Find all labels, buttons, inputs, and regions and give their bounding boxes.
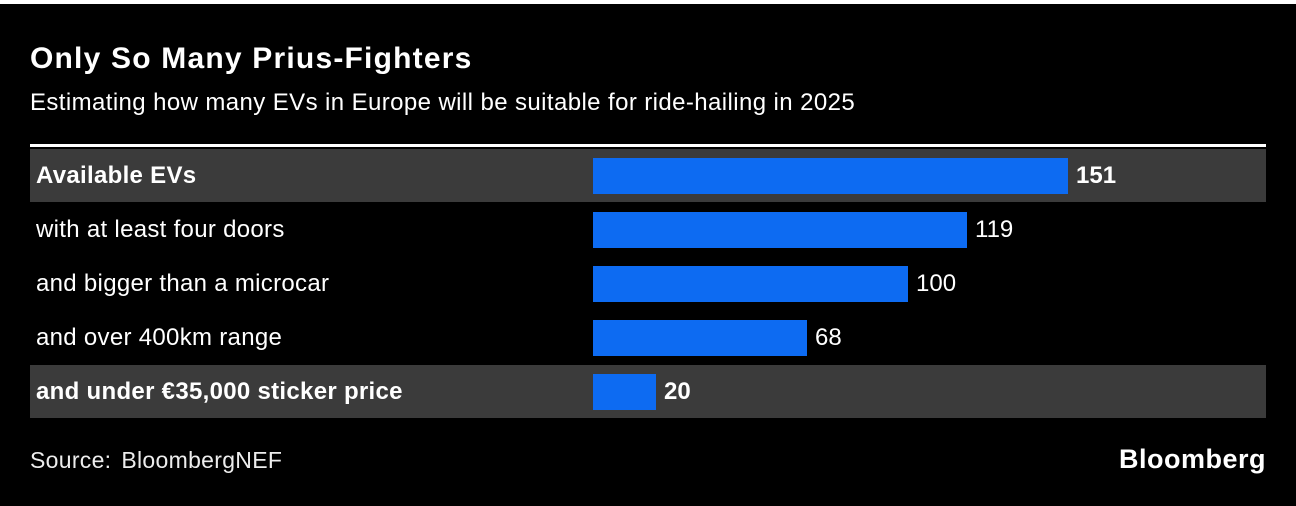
row-label: and over 400km range	[36, 323, 283, 351]
chart-row: Available EVs 151	[30, 149, 1266, 202]
chart-title: Only So Many Prius-Fighters	[30, 42, 473, 75]
value-label: 119	[975, 215, 1014, 243]
top-rule	[0, 0, 1296, 4]
chart-divider	[30, 144, 1266, 147]
chart-row: and under €35,000 sticker price 20	[30, 365, 1266, 418]
source-line: Source: BloombergNEF	[30, 447, 282, 474]
chart-rows: Available EVs 151 with at least four doors…	[30, 149, 1266, 418]
bar	[593, 265, 908, 302]
footer: Source: BloombergNEF Bloomberg	[0, 444, 1296, 475]
bar	[593, 211, 967, 248]
value-label: 20	[664, 377, 691, 405]
row-label: and under €35,000 sticker price	[36, 377, 403, 405]
chart-row: and over 400km range 68	[30, 311, 1266, 364]
value-label: 151	[1076, 161, 1117, 189]
bar	[593, 373, 656, 410]
row-label: with at least four doors	[36, 215, 285, 243]
row-label: and bigger than a microcar	[36, 269, 330, 297]
value-label: 100	[916, 269, 957, 297]
chart-row: with at least four doors 119	[30, 203, 1266, 256]
row-label: Available EVs	[36, 161, 197, 189]
chart-row: and bigger than a microcar 100	[30, 257, 1266, 310]
value-label: 68	[815, 323, 842, 351]
source-label: Source:	[30, 447, 112, 473]
chart-subtitle: Estimating how many EVs in Europe will b…	[30, 89, 856, 116]
bloomberg-logo: Bloomberg	[1118, 444, 1266, 474]
source-value: BloombergNEF	[121, 447, 283, 473]
bar	[593, 157, 1068, 194]
bar	[593, 319, 807, 356]
